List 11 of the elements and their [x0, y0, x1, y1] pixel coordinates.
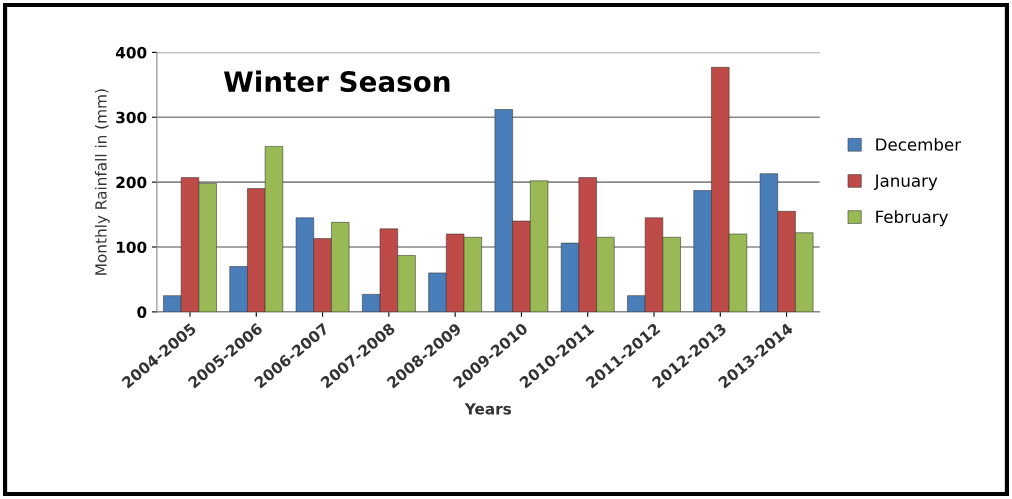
- text: Winter Season: [223, 70, 450, 93]
- y-tick-label: 400: [115, 46, 147, 59]
- legend-label: February: [876, 210, 948, 227]
- y-axis-title: Monthly Rainfall in (mm): [94, 89, 110, 275]
- y-tick-label: 200: [116, 176, 147, 189]
- x-axis-title: Years: [464, 403, 512, 415]
- legend-label: January: [873, 174, 938, 191]
- y-tick-label: 100: [116, 241, 147, 254]
- legend-label: December: [876, 137, 962, 151]
- y-tick-label: 0: [137, 306, 147, 318]
- y-tick-label: 300: [116, 111, 147, 124]
